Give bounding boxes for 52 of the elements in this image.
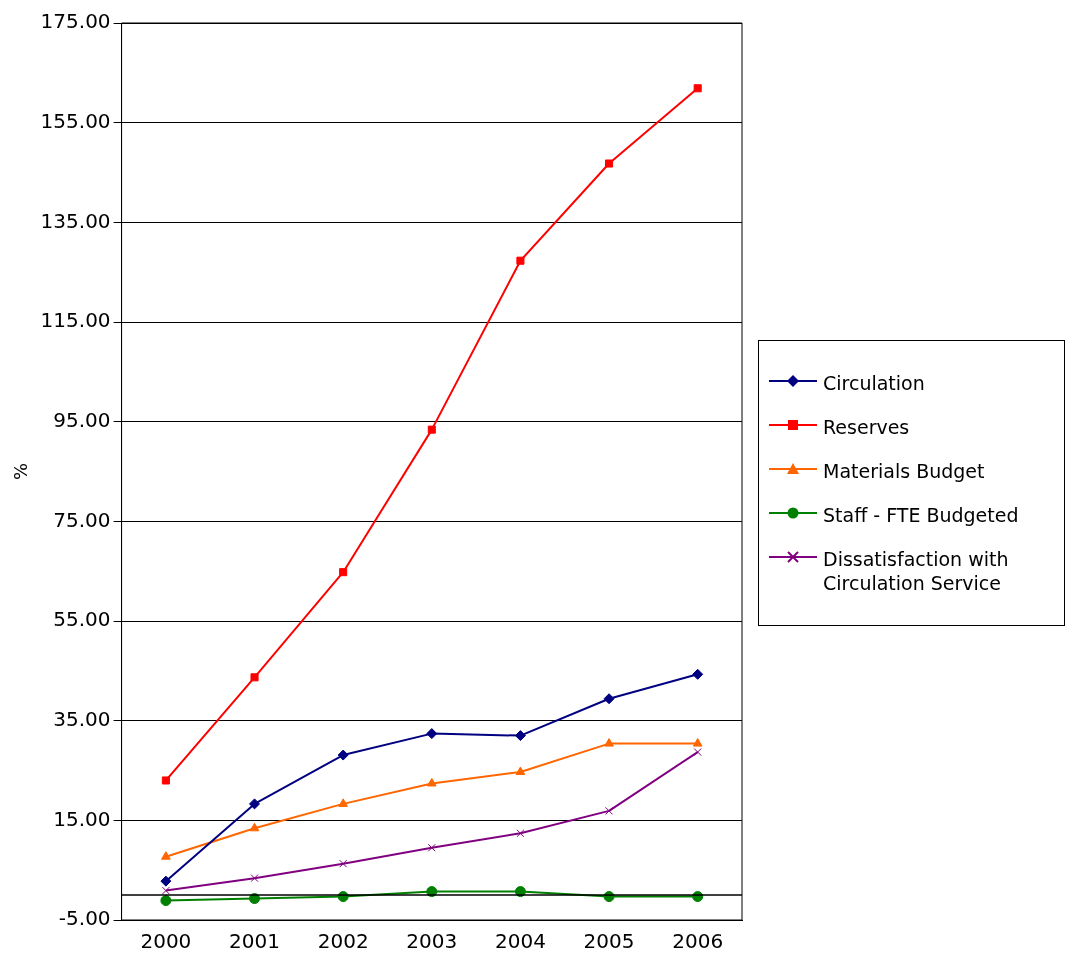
x-tick-label: 2005 — [583, 929, 635, 954]
legend-label: Staff - FTE Budgeted — [823, 503, 1019, 527]
legend-label: Reserves — [823, 415, 910, 439]
point — [339, 859, 348, 868]
x-tick-label: 2001 — [229, 929, 280, 954]
point — [426, 777, 437, 787]
y-tick-label: 155.00 — [40, 108, 111, 133]
point — [250, 874, 259, 883]
point — [427, 843, 436, 852]
point — [161, 776, 170, 785]
legend-label: Circulation — [823, 371, 925, 395]
x-tick-label: 2004 — [494, 929, 546, 954]
point — [339, 568, 348, 577]
point — [249, 822, 260, 832]
point — [160, 895, 172, 907]
x-tick-label: 2006 — [672, 929, 724, 954]
point — [603, 693, 615, 705]
y-tick-label: 15.00 — [53, 806, 111, 831]
point — [693, 84, 702, 93]
y-tick-label: 175.00 — [40, 9, 111, 34]
point — [605, 159, 614, 168]
y-axis-title: % — [10, 462, 32, 481]
point — [249, 798, 261, 810]
y-tick-label: 95.00 — [53, 407, 111, 432]
x-tick-label: 2000 — [140, 929, 192, 954]
x-tick-label: 2002 — [317, 929, 369, 954]
y-tick-label: 75.00 — [53, 507, 111, 532]
point — [693, 748, 702, 757]
y-tick-label: 35.00 — [53, 706, 111, 731]
point — [604, 738, 614, 747]
x-tick-label: 2003 — [406, 929, 458, 954]
y-tick-label: 115.00 — [40, 308, 111, 333]
y-tick-label: 55.00 — [53, 607, 111, 632]
point — [337, 749, 349, 761]
legend-label: Dissatisfaction with Circulation Service — [823, 547, 1010, 595]
point — [514, 730, 526, 742]
legend-label: Materials Budget — [823, 459, 985, 483]
point — [516, 829, 525, 838]
point — [338, 798, 348, 807]
point — [692, 738, 703, 747]
point — [427, 425, 436, 434]
point — [516, 256, 525, 265]
point — [426, 728, 438, 740]
y-tick-label: 135.00 — [40, 208, 111, 233]
point — [161, 851, 171, 860]
point — [250, 673, 259, 682]
point — [605, 806, 614, 815]
y-tick-label: -5.00 — [58, 906, 111, 931]
point — [161, 886, 170, 895]
point — [692, 668, 704, 680]
point — [515, 766, 526, 775]
point — [160, 875, 172, 887]
